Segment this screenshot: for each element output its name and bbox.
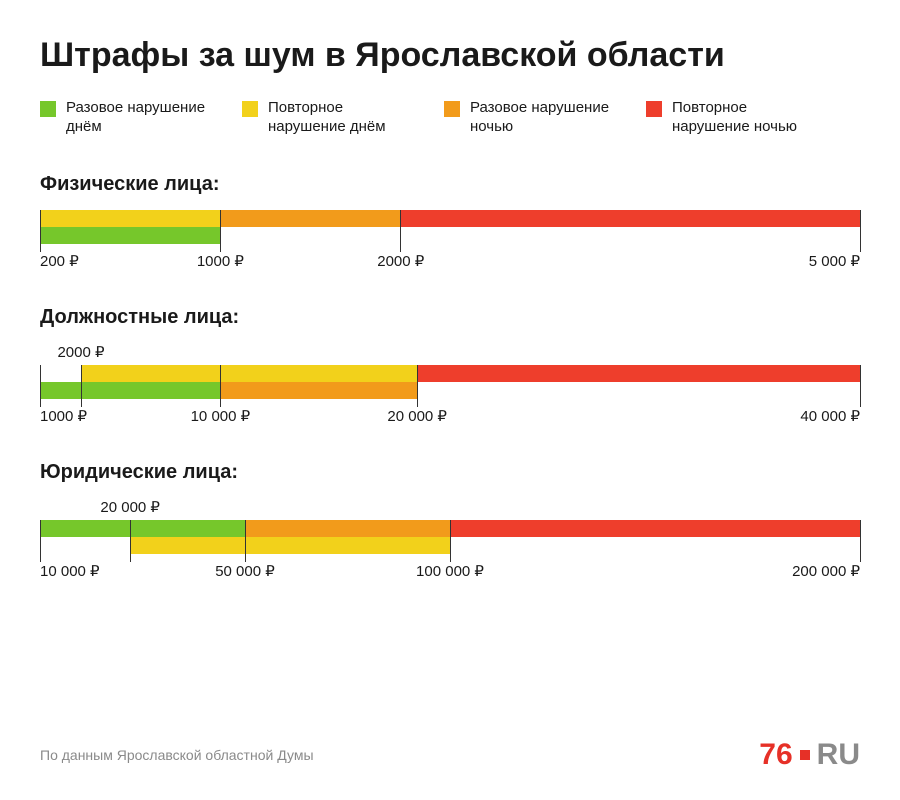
legend-label: Разовое нарушение ночью bbox=[470, 99, 610, 137]
footer: По данным Ярославской областной Думы 76 … bbox=[40, 738, 860, 772]
axis-label: 2000 ₽ bbox=[377, 252, 424, 270]
top-annotation: 2000 ₽ bbox=[57, 343, 104, 361]
source-text: По данным Ярославской областной Думы bbox=[40, 747, 314, 763]
axis-label: 1000 ₽ bbox=[40, 407, 87, 425]
bar-area bbox=[40, 365, 860, 399]
axis-tick bbox=[450, 520, 451, 562]
bar-segment bbox=[220, 210, 400, 227]
bar-segment bbox=[245, 520, 450, 537]
axis-label: 1000 ₽ bbox=[197, 252, 244, 270]
bar-segment bbox=[417, 365, 860, 382]
axis-tick bbox=[860, 210, 861, 252]
axis-label: 50 000 ₽ bbox=[215, 562, 275, 580]
axis-tick bbox=[860, 520, 861, 562]
bar-segment bbox=[40, 382, 220, 399]
legend-item: Повторное нарушение ночью bbox=[646, 99, 812, 137]
axis-tick bbox=[245, 520, 246, 562]
axis-tick bbox=[40, 365, 41, 407]
legend-label: Повторное нарушение ночью bbox=[672, 99, 812, 137]
bar-segment bbox=[130, 537, 450, 554]
axis-tick bbox=[40, 210, 41, 252]
axis-label: 10 000 ₽ bbox=[191, 407, 251, 425]
legend: Разовое нарушение днём Повторное нарушени… bbox=[40, 99, 860, 137]
group-title: Юридические лица: bbox=[40, 461, 860, 484]
logo-ru: RU bbox=[817, 738, 860, 772]
axis-label: 20 000 ₽ bbox=[387, 407, 447, 425]
axis-tick bbox=[130, 520, 131, 562]
top-annotation: 20 000 ₽ bbox=[100, 498, 160, 516]
axis-label: 100 000 ₽ bbox=[416, 562, 484, 580]
bar-segment bbox=[40, 227, 220, 244]
axis-tick bbox=[220, 210, 221, 252]
axis-tick bbox=[81, 365, 82, 407]
axis-label: 200 000 ₽ bbox=[792, 562, 860, 580]
legend-swatch bbox=[646, 101, 662, 117]
top-annotation-row: 20 000 ₽ bbox=[40, 498, 860, 520]
legend-item: Разовое нарушение ночью bbox=[444, 99, 610, 137]
chart-title: Штрафы за шум в Ярославской области bbox=[40, 36, 860, 75]
bar-segment bbox=[81, 365, 220, 382]
legend-label: Разовое нарушение днём bbox=[66, 99, 206, 137]
logo-number: 76 bbox=[759, 738, 792, 772]
legend-item: Повторное нарушение днём bbox=[242, 99, 408, 137]
chart-group: Физические лица: 200 ₽ 1000 ₽ 2000 ₽ 5 000 ₽ bbox=[40, 173, 860, 276]
axis-label: 10 000 ₽ bbox=[40, 562, 100, 580]
top-annotation-row: 2000 ₽ bbox=[40, 343, 860, 365]
axis-label: 200 ₽ bbox=[40, 252, 79, 270]
bar-segment bbox=[40, 210, 220, 227]
chart-group: Юридические лица: 20 000 ₽ 10 000 ₽ 50 000 … bbox=[40, 461, 860, 586]
site-logo: 76 RU bbox=[759, 738, 860, 772]
group-title: Должностные лица: bbox=[40, 306, 860, 329]
bar-segment bbox=[220, 382, 417, 399]
logo-square-icon bbox=[800, 750, 810, 760]
legend-swatch bbox=[444, 101, 460, 117]
legend-label: Повторное нарушение днём bbox=[268, 99, 408, 137]
legend-swatch bbox=[40, 101, 56, 117]
axis-label: 40 000 ₽ bbox=[800, 407, 860, 425]
bar-area bbox=[40, 520, 860, 554]
axis-label: 5 000 ₽ bbox=[809, 252, 860, 270]
group-title: Физические лица: bbox=[40, 173, 860, 196]
axis-labels: 10 000 ₽ 50 000 ₽ 100 000 ₽ 200 000 ₽ bbox=[40, 562, 860, 586]
axis-tick bbox=[400, 210, 401, 252]
axis-tick bbox=[860, 365, 861, 407]
axis-labels: 1000 ₽ 10 000 ₽ 20 000 ₽ 40 000 ₽ bbox=[40, 407, 860, 431]
chart-group: Должностные лица: 2000 ₽ 1000 ₽ 10 000 ₽ 20 … bbox=[40, 306, 860, 431]
axis-labels: 200 ₽ 1000 ₽ 2000 ₽ 5 000 ₽ bbox=[40, 252, 860, 276]
bar-segment bbox=[401, 210, 860, 227]
bar-area bbox=[40, 210, 860, 244]
legend-swatch bbox=[242, 101, 258, 117]
bar-segment bbox=[40, 520, 245, 537]
bar-segment bbox=[220, 365, 417, 382]
legend-item: Разовое нарушение днём bbox=[40, 99, 206, 137]
axis-tick bbox=[417, 365, 418, 407]
axis-tick bbox=[220, 365, 221, 407]
bar-segment bbox=[450, 520, 860, 537]
axis-tick bbox=[40, 520, 41, 562]
